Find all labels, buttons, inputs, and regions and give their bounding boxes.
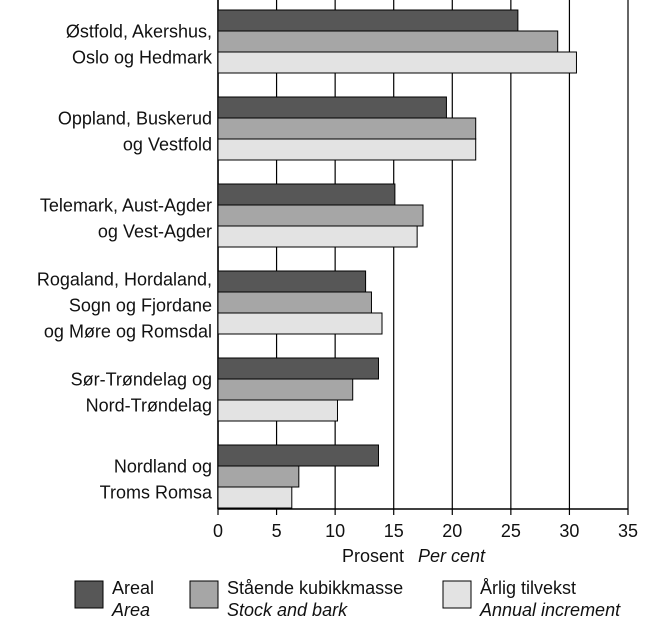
x-tick-label: 15 <box>384 521 404 541</box>
legend-swatch <box>189 580 219 609</box>
bar <box>217 30 559 53</box>
x-tick-label: 25 <box>501 521 521 541</box>
x-tick-label: 35 <box>618 521 638 541</box>
bar <box>217 96 447 119</box>
x-tick-label: 0 <box>213 521 223 541</box>
x-tick-label: 20 <box>442 521 462 541</box>
category-label: og Vestfold <box>123 134 212 154</box>
bar <box>217 117 477 140</box>
x-tick-label: 5 <box>272 521 282 541</box>
category-label: Sør-Trøndelag og <box>71 369 212 389</box>
legend-label: Årlig tilvekst <box>480 578 576 598</box>
bar <box>217 312 383 335</box>
x-axis-label-en: Per cent <box>418 546 486 566</box>
legend-label-en: Area <box>111 600 150 620</box>
bar <box>217 51 577 74</box>
x-tick-label: 30 <box>559 521 579 541</box>
x-tick-label: 10 <box>325 521 345 541</box>
bar <box>217 444 379 467</box>
category-label: og Møre og Romsdal <box>44 321 212 341</box>
category-label: Nordland og <box>114 456 212 476</box>
legend-label: Areal <box>112 578 154 598</box>
bar <box>217 183 396 206</box>
category-label: og Vest-Agder <box>98 221 212 241</box>
bar <box>217 486 293 509</box>
x-axis-label: Prosent <box>342 546 404 566</box>
category-label: Oppland, Buskerud <box>58 108 212 128</box>
bar <box>217 291 372 314</box>
bar <box>217 378 354 401</box>
bar <box>217 399 338 422</box>
bar <box>217 465 300 488</box>
legend-swatch <box>442 580 472 609</box>
category-label: Troms Romsa <box>100 482 213 502</box>
bar <box>217 204 424 227</box>
legend-swatch <box>74 580 104 609</box>
bar <box>217 225 418 248</box>
bar <box>217 270 367 293</box>
category-label: Sogn og Fjordane <box>69 295 212 315</box>
category-label: Østfold, Akershus, <box>66 21 212 41</box>
category-label: Nord-Trøndelag <box>86 395 212 415</box>
category-label: Telemark, Aust-Agder <box>40 195 212 215</box>
category-label: Rogaland, Hordaland, <box>37 269 212 289</box>
bar <box>217 138 477 161</box>
category-label: Oslo og Hedmark <box>72 47 213 67</box>
bar <box>217 357 379 380</box>
legend-label-en: Annual increment <box>479 600 621 620</box>
legend-label: Stående kubikkmasse <box>227 578 403 598</box>
legend-label-en: Stock and bark <box>227 600 348 620</box>
bar <box>217 9 519 32</box>
